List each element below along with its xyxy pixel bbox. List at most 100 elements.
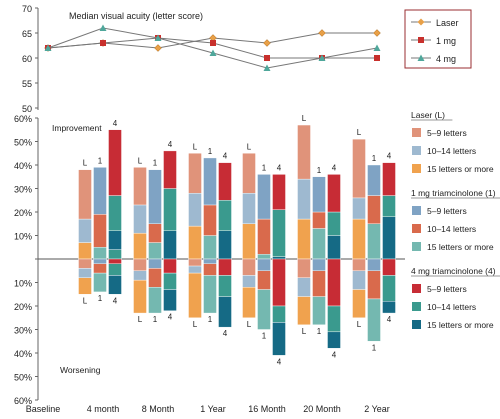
- line-legend-label: 1 mg: [436, 36, 456, 46]
- series-point-4-mg: [373, 44, 381, 51]
- bar-group-marker-bottom: 4: [332, 350, 337, 359]
- improvement-label: Improvement: [52, 123, 102, 133]
- bar-seg-worsen-L: [133, 258, 147, 271]
- bar-legend-swatch: [412, 128, 421, 137]
- bar-seg-improve-4: [108, 129, 122, 196]
- line-legend-label: 4 mg: [436, 54, 456, 64]
- worsening-label: Worsening: [60, 365, 101, 375]
- bar-group-marker-top: L: [193, 142, 198, 151]
- line-legend-label: Laser: [436, 18, 459, 28]
- bar-seg-improve-L: [133, 204, 147, 234]
- bar-seg-worsen-1: [93, 258, 107, 264]
- bar-group-marker-top: 4: [168, 140, 173, 149]
- bar-seg-worsen-L: [78, 268, 92, 278]
- bar-seg-improve-1: [312, 211, 326, 229]
- bar-group-marker-bottom: 4: [113, 296, 118, 305]
- bar-seg-worsen-4: [382, 258, 396, 276]
- bar-seg-worsen-4: [163, 272, 177, 290]
- bar-seg-improve-4: [272, 256, 286, 260]
- series-point-1-mg: [264, 55, 270, 61]
- bar-seg-improve-1: [148, 242, 162, 260]
- line-panel-y-tick-label: 65: [22, 29, 32, 39]
- bar-group-marker-bottom: 1: [98, 294, 103, 303]
- bar-seg-improve-L: [242, 153, 256, 194]
- bar-seg-improve-4: [108, 249, 122, 260]
- bar-seg-worsen-1: [203, 258, 217, 264]
- bar-seg-worsen-4: [108, 258, 122, 264]
- bar-seg-improve-1: [367, 195, 381, 224]
- bar-group-marker-top: 4: [277, 163, 282, 172]
- bar-seg-worsen-L: [133, 270, 147, 281]
- series-point-4-mg: [318, 54, 326, 61]
- line-legend-marker: [418, 37, 424, 43]
- bar-seg-improve-L: [78, 242, 92, 260]
- bar-group-marker-top: L: [247, 142, 252, 151]
- bar-seg-worsen-L: [242, 287, 256, 318]
- bar-seg-worsen-L: [297, 258, 311, 278]
- bar-panel-y-tick-label: 40%: [14, 161, 32, 171]
- x-category-label: 2 Year: [364, 404, 390, 414]
- bar-panel-y-tick-label: 50%: [14, 138, 32, 148]
- bar-panel-y-tick-label: 60%: [14, 114, 32, 124]
- bar-group-marker-bottom: L: [247, 320, 252, 329]
- bar-seg-improve-L: [133, 232, 147, 260]
- bar-seg-worsen-4: [382, 301, 396, 314]
- bar-legend-label: 10–14 letters: [427, 224, 476, 234]
- line-panel-y-tick-label: 55: [22, 79, 32, 89]
- bar-seg-worsen-4: [327, 305, 341, 333]
- bar-group-marker-bottom: L: [83, 296, 88, 305]
- bar-legend-swatch: [412, 242, 421, 251]
- bar-group-marker-bottom: L: [302, 327, 307, 336]
- bar-seg-improve-L: [188, 225, 202, 260]
- bar-seg-worsen-1: [257, 258, 271, 271]
- bar-legend-group-title: 4 mg triamcinolone (4): [411, 266, 496, 276]
- bar-seg-worsen-4: [382, 275, 396, 302]
- bar-seg-worsen-1: [312, 296, 326, 326]
- x-category-label: 8 Month: [142, 404, 175, 414]
- bar-panel-y-tick-label: 50%: [14, 373, 32, 383]
- bar-legend-label: 10–14 letters: [427, 146, 476, 156]
- series-point-4-mg: [44, 44, 52, 51]
- bar-seg-worsen-L: [188, 265, 202, 274]
- bar-seg-worsen-L: [352, 258, 366, 271]
- bar-group-marker-bottom: 1: [262, 332, 267, 341]
- bar-seg-improve-1: [93, 167, 107, 215]
- bar-seg-improve-1: [257, 254, 271, 260]
- bar-seg-improve-L: [242, 192, 256, 224]
- bar-seg-worsen-4: [272, 322, 286, 356]
- bar-seg-worsen-1: [93, 272, 107, 293]
- bar-seg-worsen-1: [148, 287, 162, 314]
- bar-seg-worsen-4: [327, 258, 341, 307]
- bar-panel-y-tick-label: 40%: [14, 349, 32, 359]
- series-point-4-mg: [99, 24, 107, 31]
- bar-legend-swatch: [412, 146, 421, 155]
- bar-seg-improve-4: [327, 174, 341, 213]
- bar-legend-swatch: [412, 224, 421, 233]
- bar-legend-label: 15 letters or more: [427, 242, 494, 252]
- bar-seg-improve-1: [203, 235, 217, 260]
- bar-seg-improve-1: [93, 247, 107, 260]
- bar-seg-worsen-L: [188, 258, 202, 267]
- bar-seg-improve-1: [148, 169, 162, 224]
- bar-legend-swatch: [412, 284, 421, 293]
- bar-seg-improve-1: [312, 176, 326, 213]
- bar-panel-y-tick-label: 20%: [14, 302, 32, 312]
- bar-seg-improve-4: [108, 195, 122, 232]
- bar-seg-worsen-4: [163, 258, 177, 274]
- bar-seg-improve-4: [272, 174, 286, 210]
- bar-legend-label: 5–9 letters: [427, 206, 467, 216]
- series-line-4-mg: [47, 27, 378, 69]
- bar-seg-worsen-1: [312, 258, 326, 271]
- bar-seg-worsen-4: [272, 258, 286, 307]
- bar-seg-worsen-L: [352, 270, 366, 290]
- bar-seg-improve-L: [297, 218, 311, 260]
- bar-seg-worsen-L: [188, 272, 202, 318]
- bar-seg-improve-4: [163, 150, 177, 189]
- bar-legend-swatch: [412, 320, 421, 329]
- bar-legend-swatch: [412, 302, 421, 311]
- bar-seg-improve-L: [297, 178, 311, 220]
- bar-seg-improve-L: [297, 124, 311, 180]
- bar-seg-improve-4: [327, 235, 341, 260]
